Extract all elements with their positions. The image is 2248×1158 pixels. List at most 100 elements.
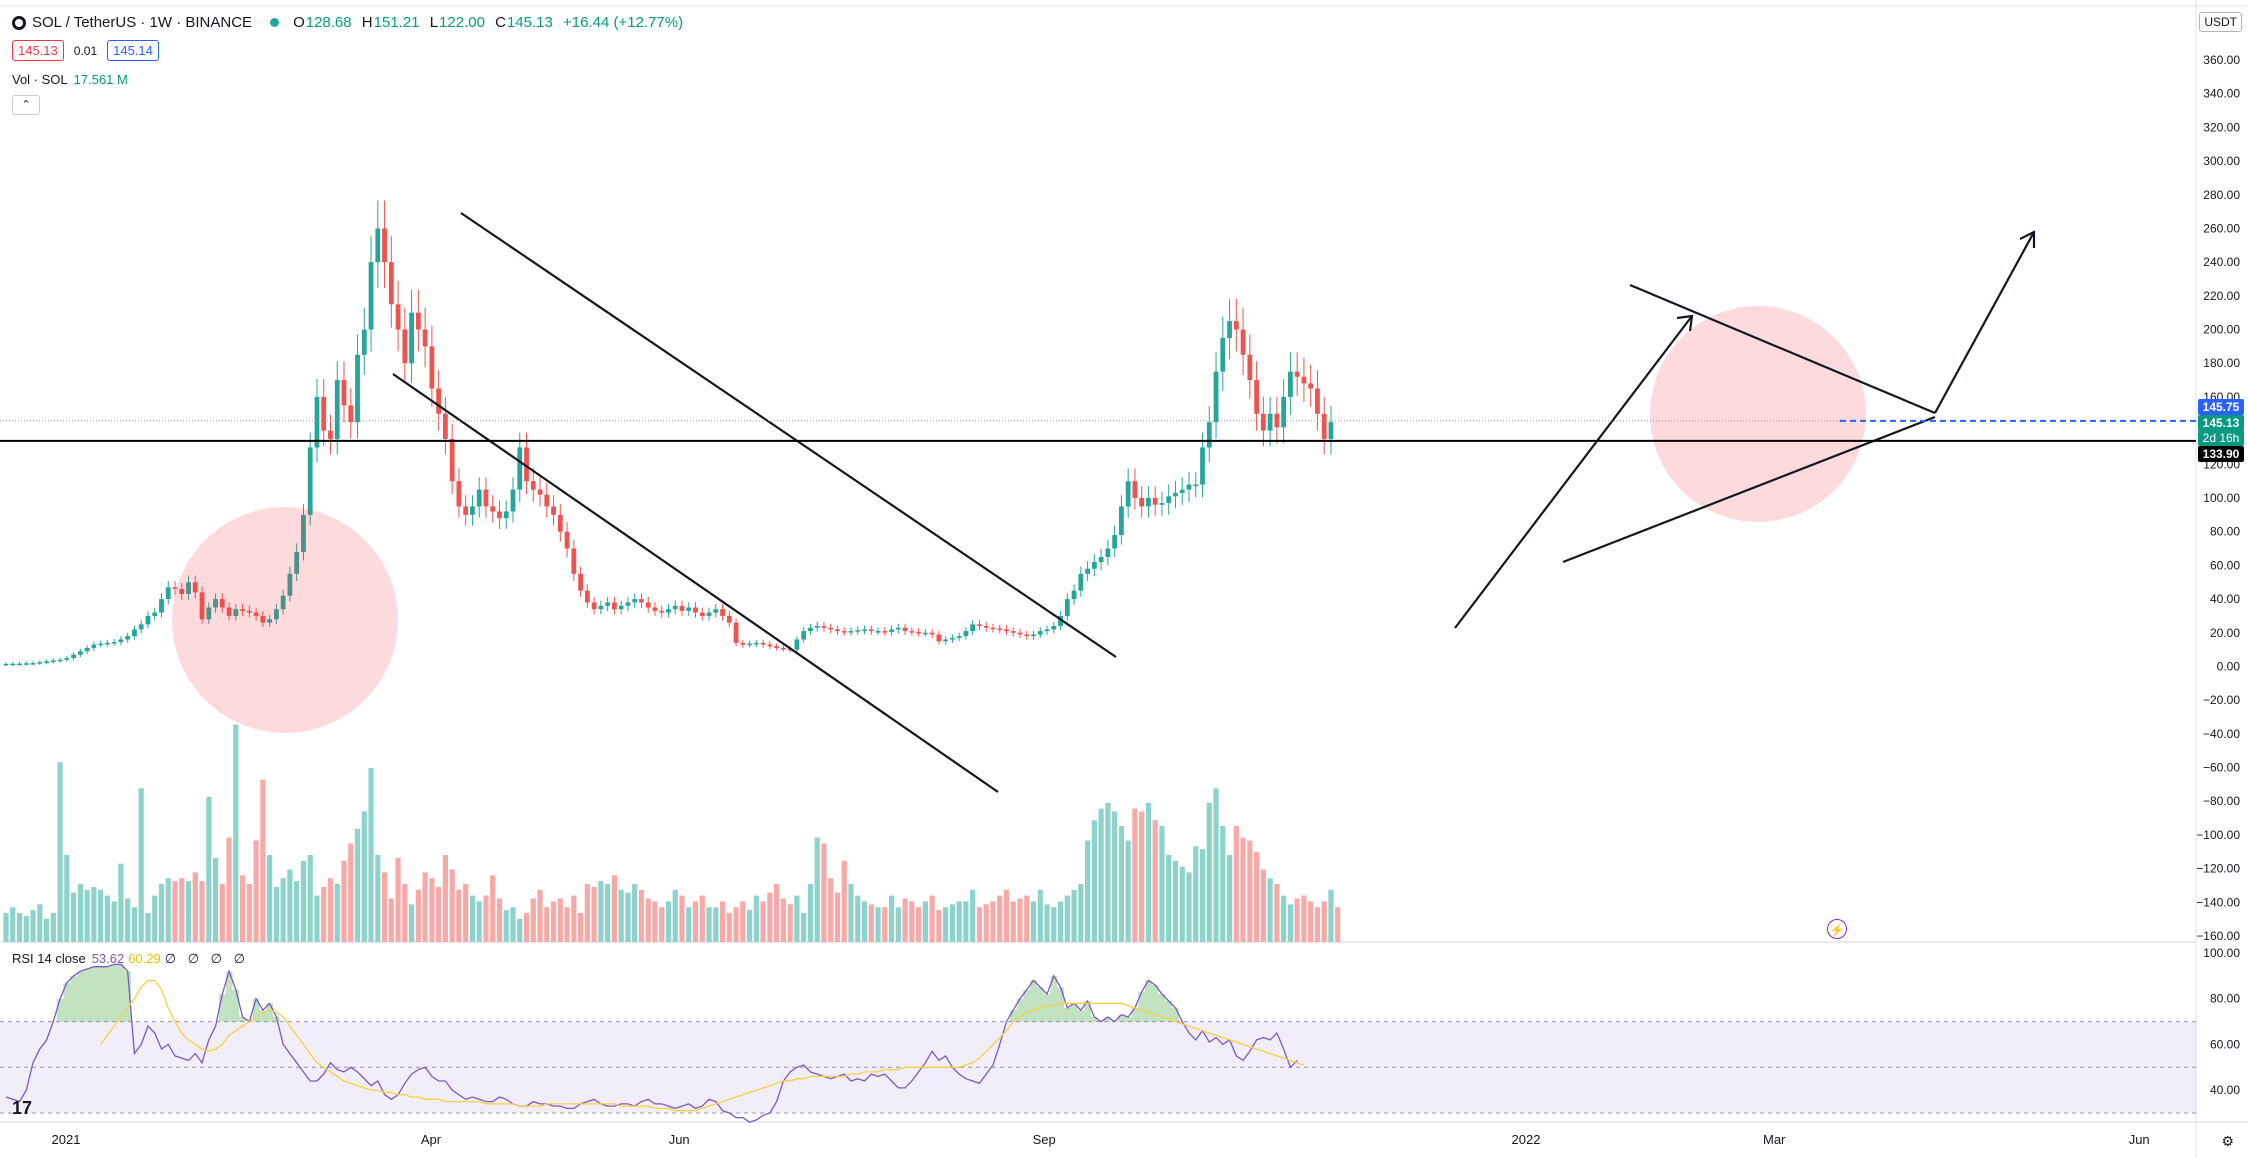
volume-bar [983, 904, 989, 942]
candle-body [1315, 388, 1320, 414]
symbol-title[interactable]: SOL / TetherUS · 1W · BINANCE [32, 14, 253, 31]
volume-bar [517, 918, 523, 942]
volume-bar [321, 886, 327, 942]
volume-bar [327, 878, 334, 942]
candle-body [544, 494, 550, 507]
candle-body [64, 658, 70, 660]
tradingview-logo-icon[interactable]: 17 [12, 1098, 33, 1118]
volume-bar [611, 875, 617, 942]
volume-bar [578, 913, 584, 942]
candle-body [219, 599, 225, 608]
candle-body [118, 639, 124, 643]
price-tick: −20.00 [2203, 693, 2240, 707]
candle-body [591, 602, 597, 610]
rsi-tick: 40.00 [2210, 1083, 2240, 1097]
candle-body [314, 396, 320, 448]
currency-selector[interactable]: USDT [2199, 12, 2242, 32]
candle-body [1186, 484, 1192, 490]
candle-body [841, 631, 847, 633]
price-tick: −40.00 [2203, 727, 2240, 741]
candle-body [733, 622, 739, 643]
candle-body [301, 514, 306, 552]
candle-body [3, 663, 9, 666]
price-tick: 320.00 [2203, 120, 2240, 134]
volume-bar [902, 898, 908, 942]
candle-body [179, 588, 185, 595]
volume-bar [131, 907, 138, 942]
candle-body [1159, 503, 1165, 505]
candle-body [443, 413, 448, 440]
candle-body [307, 447, 313, 515]
price-tick: 220.00 [2203, 289, 2240, 303]
volume-bar [807, 884, 814, 942]
volume-bar [922, 901, 928, 942]
volume-bar [1037, 889, 1043, 942]
candle-body [983, 626, 989, 628]
volume-bar [882, 907, 888, 942]
volume-bar [260, 779, 266, 942]
candle-body [753, 642, 759, 645]
candle-body [105, 642, 110, 645]
candle-body [456, 481, 462, 507]
buy-button[interactable]: 145.14 [107, 40, 159, 61]
price-tick: 300.00 [2203, 154, 2240, 168]
candle-body [388, 262, 394, 305]
candle-body [699, 612, 705, 616]
candle-body [801, 631, 807, 640]
volume-bar [1301, 895, 1307, 942]
volume-bar [226, 837, 232, 942]
volume-bar [1199, 849, 1206, 942]
price-label-blue: 145.75 [2198, 399, 2244, 415]
gear-icon[interactable]: ⚙ [2221, 1133, 2234, 1149]
candle-body [713, 609, 719, 613]
candle-body [625, 602, 631, 606]
candle-body [1294, 371, 1300, 377]
volume-bar [571, 895, 577, 942]
volume-bar [436, 886, 442, 942]
volume-bar [557, 898, 563, 942]
volume-bar [287, 869, 293, 942]
volume-bar [747, 910, 753, 942]
volume-bar [753, 895, 759, 942]
rsi-ma-line [100, 979, 1305, 1112]
volume-bar [294, 881, 300, 942]
volume-bar [483, 895, 489, 942]
candle-body [159, 599, 164, 613]
volume-bar [1132, 808, 1138, 942]
candle-body [1132, 481, 1138, 498]
candle-body [632, 599, 638, 603]
collapse-legend-button[interactable]: ⌃ [12, 95, 40, 115]
price-label-level: 133.90 [2198, 446, 2244, 462]
volume-bar [449, 869, 455, 942]
volume-bar [976, 907, 983, 942]
volume-bar [1003, 889, 1010, 942]
candle-body [267, 619, 273, 623]
volume-bar [584, 884, 590, 942]
candle-body [956, 636, 962, 638]
candle-body [71, 654, 76, 659]
candle-body [334, 380, 340, 440]
volume-bar [463, 884, 469, 942]
candle-body [44, 661, 49, 663]
volume-bar [916, 907, 922, 942]
candle-body [821, 626, 827, 628]
candle-body [774, 646, 780, 648]
volume-bar [909, 901, 915, 942]
candle-body [564, 531, 570, 549]
candle-body [321, 396, 327, 431]
volume-bar [1030, 901, 1037, 942]
volume-bar [848, 884, 854, 942]
candle-body [206, 607, 212, 620]
volume-bar [888, 895, 895, 942]
volume-bar [679, 895, 685, 942]
volume-bar [233, 724, 239, 942]
candle-body [794, 639, 800, 650]
lightning-icon[interactable]: ⚡ [1827, 919, 1847, 939]
candle-body [889, 629, 894, 632]
volume-bar [605, 884, 611, 942]
volume-bar [476, 901, 482, 942]
sell-button[interactable]: 145.13 [12, 40, 64, 61]
volume-bar [253, 840, 259, 942]
candle-body [233, 609, 239, 616]
